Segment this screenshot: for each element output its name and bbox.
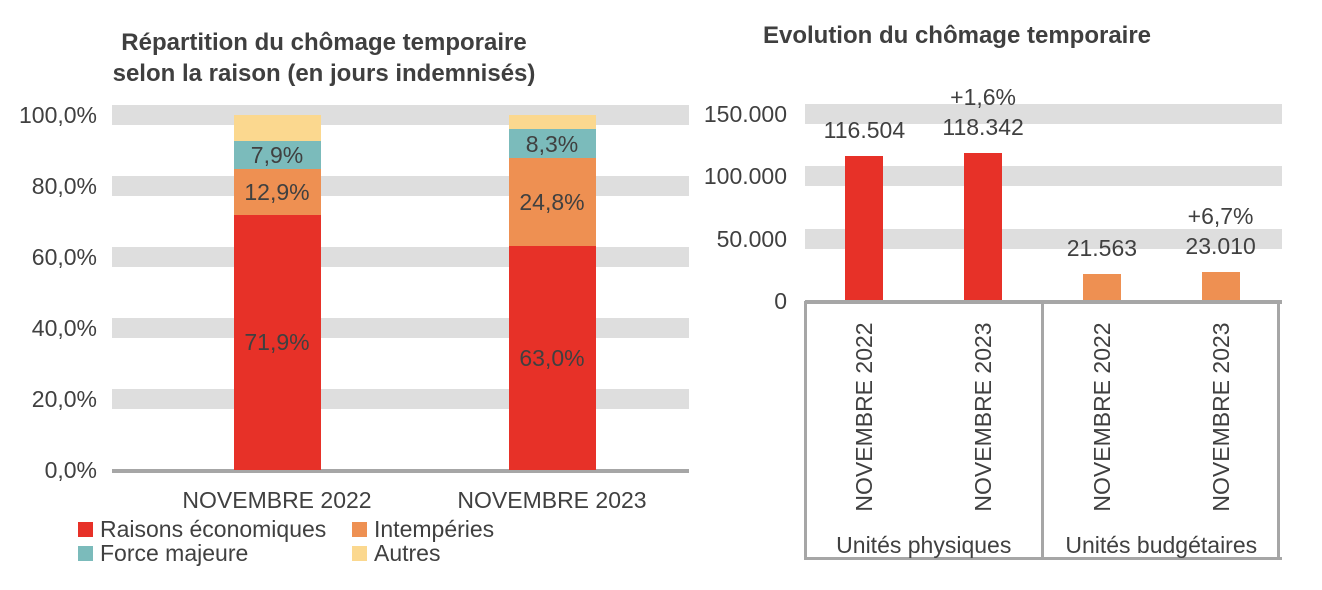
category-box-divider	[1277, 301, 1280, 560]
bar-segment	[508, 128, 596, 159]
legend-label: Autres	[374, 540, 441, 566]
chart1-title: Répartition du chômage temporaire selon …	[74, 27, 574, 89]
x-axis-category-label-rotated: NOVEMBRE 2022	[1088, 322, 1115, 512]
bar-value-label: 116.504	[823, 116, 906, 143]
bar-segment-label: 12,9%	[244, 178, 310, 205]
y-axis-tick-label: 50.000	[716, 225, 787, 252]
bar-segment	[508, 115, 596, 129]
x-axis-category-label-rotated: NOVEMBRE 2023	[970, 322, 997, 512]
x-axis-category-label-rotated: NOVEMBRE 2023	[1207, 322, 1234, 512]
y-axis-tick-label: 40,0%	[31, 315, 97, 341]
bar-segment	[233, 214, 321, 470]
y-axis-tick-label: 0	[774, 288, 787, 314]
bar-value-label: 21.563	[1066, 235, 1138, 262]
bar-value-label: 23.010	[1185, 233, 1256, 260]
legend-swatch	[78, 546, 93, 561]
bar-segment-label: 24,8%	[519, 189, 585, 216]
group-label: Unités budgétaires	[1065, 532, 1258, 558]
y-axis-tick-label: 80,0%	[31, 173, 97, 199]
legend-swatch	[352, 546, 367, 561]
legend-label: Raisons économiques	[100, 516, 327, 542]
chart1-title-line2: selon la raison (en jours indemnisés)	[112, 60, 536, 87]
x-axis-category-label-rotated: NOVEMBRE 2022	[851, 322, 878, 512]
bar	[964, 153, 1003, 301]
gridline-band	[805, 228, 1282, 249]
category-box-divider	[1041, 301, 1044, 560]
x-axis-line	[112, 469, 689, 473]
bar-segment	[233, 168, 321, 215]
x-axis-category-label: NOVEMBRE 2023	[457, 487, 647, 513]
category-box-bottom	[803, 557, 1282, 560]
bar-segment-label: 63,0%	[519, 345, 585, 372]
bar-value-label: 118.342	[942, 114, 1024, 141]
bar-percent-change-label: +1,6%	[950, 84, 1017, 111]
bar	[1082, 274, 1121, 301]
y-axis-tick-label: 150.000	[703, 101, 787, 127]
y-axis-tick-label: 0,0%	[44, 457, 97, 483]
gridline-band	[805, 166, 1282, 187]
bar	[845, 155, 884, 301]
bar-segment	[508, 158, 596, 247]
legend-label: Intempéries	[374, 516, 495, 542]
chart2-title: Evolution du chômage temporaire	[762, 22, 1152, 49]
bar-segment	[508, 246, 596, 470]
y-axis-tick-label: 20,0%	[31, 386, 97, 412]
bar-segment	[233, 140, 321, 169]
gridline-band	[805, 104, 1282, 124]
legend-swatch	[352, 522, 367, 537]
legend-swatch	[78, 522, 93, 537]
bar-segment-label: 7,9%	[250, 141, 304, 168]
bar	[1201, 272, 1240, 301]
group-label: Unités physiques	[836, 532, 1012, 558]
y-axis-tick-label: 100,0%	[18, 102, 97, 128]
legend-label: Force majeure	[100, 540, 249, 566]
y-axis-tick-label: 60,0%	[31, 244, 97, 270]
chart1-title-line1: Répartition du chômage temporaire	[121, 29, 527, 56]
category-box-divider	[803, 301, 807, 560]
bar-segment-label: 8,3%	[525, 130, 579, 157]
y-axis-tick-label: 100.000	[703, 163, 787, 190]
bar-percent-change-label: +6,7%	[1187, 203, 1254, 230]
bar-segment	[233, 115, 321, 141]
x-axis-category-label: NOVEMBRE 2022	[182, 487, 372, 513]
bar-segment-label: 71,9%	[244, 329, 310, 356]
